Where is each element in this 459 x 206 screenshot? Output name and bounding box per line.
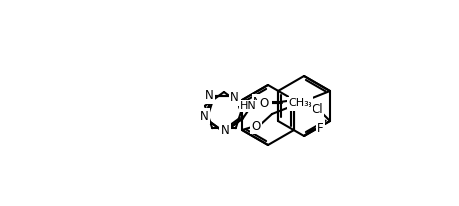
Text: HN: HN bbox=[239, 101, 256, 111]
Text: O: O bbox=[251, 119, 260, 132]
Text: O: O bbox=[261, 96, 270, 110]
Text: O: O bbox=[259, 96, 268, 110]
Text: CH₃: CH₃ bbox=[289, 96, 311, 110]
Text: N: N bbox=[204, 89, 213, 102]
Text: N: N bbox=[230, 91, 239, 104]
Text: NH: NH bbox=[253, 96, 270, 109]
Text: N: N bbox=[199, 110, 208, 123]
Text: N: N bbox=[220, 124, 229, 137]
Text: F: F bbox=[316, 122, 323, 135]
Text: CH₃: CH₃ bbox=[287, 98, 308, 108]
Text: Cl: Cl bbox=[310, 103, 322, 116]
